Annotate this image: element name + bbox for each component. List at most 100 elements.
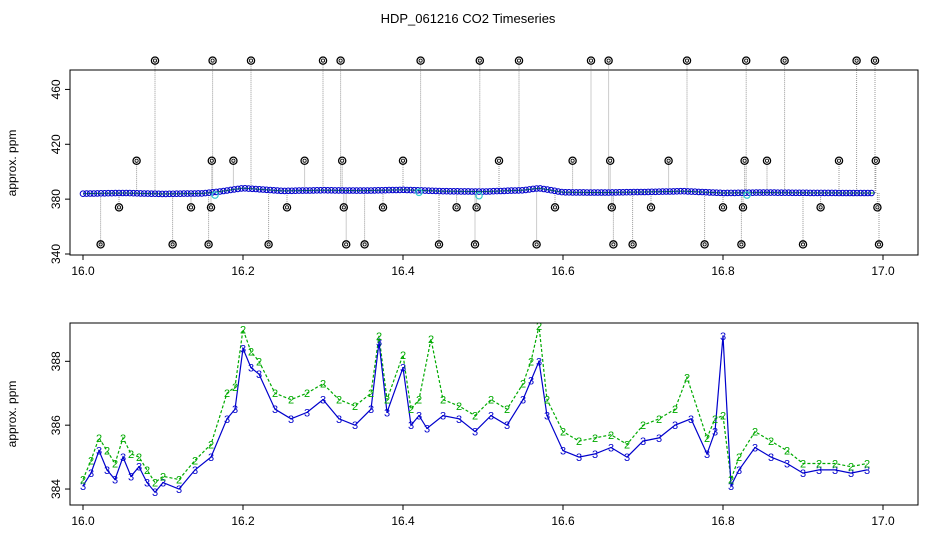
baseline-point bbox=[454, 188, 461, 195]
series-2-marker: 2 bbox=[684, 372, 690, 384]
baseline-point bbox=[558, 188, 566, 196]
baseline-point bbox=[364, 187, 371, 194]
series-3-marker: 3 bbox=[192, 465, 198, 477]
outlier-point bbox=[780, 56, 789, 65]
series-3-marker: 3 bbox=[520, 395, 526, 407]
baseline-point bbox=[810, 189, 818, 197]
outlier-point bbox=[339, 203, 349, 212]
series-2-marker: 2 bbox=[536, 321, 542, 333]
series-2-marker: 2 bbox=[768, 436, 774, 448]
baseline-point bbox=[731, 189, 738, 197]
baseline-point bbox=[652, 188, 659, 196]
outlier-point bbox=[318, 56, 328, 65]
series-3-marker: 3 bbox=[528, 376, 534, 388]
outlier-point bbox=[514, 56, 524, 65]
baseline-point bbox=[414, 187, 422, 194]
baseline-point bbox=[187, 190, 195, 197]
outlier-point bbox=[452, 203, 461, 212]
outlier-point bbox=[132, 156, 141, 165]
baseline-point bbox=[486, 188, 494, 195]
series-3-marker: 3 bbox=[208, 452, 214, 464]
baseline-point bbox=[756, 189, 764, 196]
baseline-point bbox=[436, 187, 443, 195]
outlier-point bbox=[204, 240, 213, 249]
series-2-marker: 2 bbox=[408, 404, 414, 416]
series-3-marker: 3 bbox=[536, 356, 542, 368]
series-2-marker: 2 bbox=[608, 430, 614, 442]
series-3-marker: 3 bbox=[832, 465, 838, 477]
baseline-point bbox=[277, 187, 285, 195]
series-3-marker: 3 bbox=[352, 420, 358, 432]
outlier-point-inner bbox=[341, 205, 346, 210]
baseline-point bbox=[313, 187, 321, 194]
baseline-point bbox=[97, 190, 105, 197]
baseline-point bbox=[184, 190, 191, 197]
baseline-point bbox=[475, 188, 483, 195]
series-2-marker: 2 bbox=[504, 404, 510, 416]
outlier-point bbox=[682, 56, 692, 65]
baseline-point bbox=[781, 189, 789, 196]
outlier-point-inner bbox=[589, 58, 594, 63]
baseline-point bbox=[295, 187, 303, 194]
bottom-y-tick-label: 386 bbox=[49, 415, 63, 435]
baseline-point bbox=[864, 189, 872, 197]
outlier-point-inner bbox=[496, 158, 501, 163]
series-3-marker: 3 bbox=[712, 427, 718, 439]
series-2-marker: 2 bbox=[848, 462, 854, 474]
series-3-marker: 3 bbox=[96, 446, 102, 458]
outlier-point-inner bbox=[477, 58, 482, 63]
series-2-marker: 2 bbox=[128, 449, 134, 461]
outlier-point-inner bbox=[570, 158, 575, 163]
baseline-point bbox=[461, 188, 468, 195]
series-2-marker: 2 bbox=[544, 395, 550, 407]
baseline-point bbox=[259, 186, 267, 193]
baseline-point bbox=[612, 189, 620, 196]
outlier-point-inner bbox=[534, 242, 539, 247]
baseline-point bbox=[173, 190, 180, 197]
baseline-point bbox=[274, 187, 281, 194]
series-3-marker: 3 bbox=[488, 411, 494, 423]
outlier-point bbox=[341, 240, 351, 249]
baseline-point bbox=[702, 188, 710, 196]
baseline-point bbox=[648, 188, 656, 196]
series-2-marker: 2 bbox=[704, 433, 710, 445]
baseline-point bbox=[655, 188, 663, 195]
baseline-point bbox=[767, 189, 774, 196]
outlier-point-inner bbox=[875, 205, 880, 210]
bottom-x-tick-label: 16.4 bbox=[391, 514, 415, 528]
baseline-point bbox=[119, 189, 126, 197]
series-2-marker: 2 bbox=[192, 455, 198, 467]
series-3-marker: 3 bbox=[400, 363, 406, 375]
baseline-point bbox=[634, 188, 641, 196]
top-y-tick-label: 380 bbox=[49, 189, 63, 209]
outlier-point-inner bbox=[666, 158, 671, 163]
series-3-marker: 3 bbox=[376, 337, 382, 349]
baseline-point bbox=[310, 187, 317, 194]
baseline-point bbox=[194, 190, 202, 197]
series-2-marker: 2 bbox=[104, 446, 110, 458]
outlier-point bbox=[870, 56, 880, 65]
outlier-point-inner bbox=[685, 58, 690, 63]
outlier-point-inner bbox=[611, 242, 616, 247]
baseline-point bbox=[389, 186, 396, 194]
outlier-point bbox=[475, 56, 485, 65]
baseline-point bbox=[360, 187, 368, 194]
outlier-point-inner bbox=[210, 58, 215, 63]
baseline-point bbox=[425, 187, 432, 194]
baseline-point bbox=[590, 189, 598, 196]
series-2-marker: 2 bbox=[248, 347, 254, 359]
baseline-point bbox=[814, 189, 821, 197]
baseline-point bbox=[785, 189, 792, 196]
outlier-point bbox=[664, 156, 673, 165]
baseline-point bbox=[385, 186, 393, 194]
baseline-point bbox=[482, 188, 490, 195]
baseline-point bbox=[752, 189, 760, 196]
baseline-point bbox=[497, 187, 504, 195]
baseline-point bbox=[572, 189, 580, 196]
baseline-point bbox=[490, 187, 497, 195]
bottom-x-axis: 16.0 16.2 16.4 16.6 16.8 17.0 bbox=[71, 504, 895, 528]
baseline-point bbox=[202, 189, 209, 197]
baseline-point bbox=[824, 189, 832, 197]
series-3-marker: 3 bbox=[128, 471, 134, 483]
series-2-marker: 2 bbox=[120, 433, 126, 445]
